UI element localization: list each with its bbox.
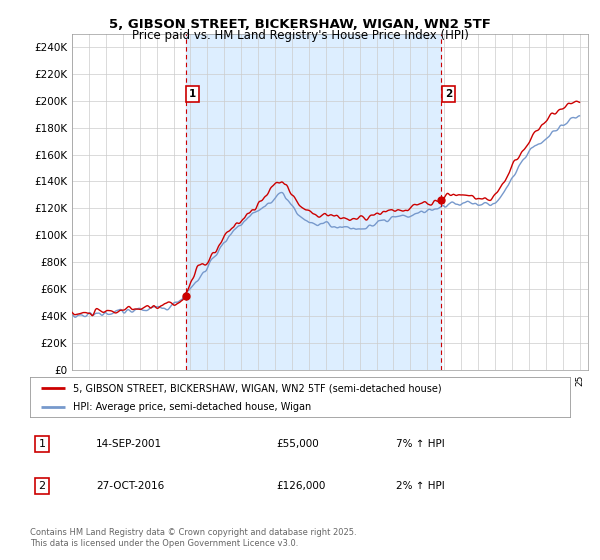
Text: £126,000: £126,000	[276, 481, 325, 491]
Text: 5, GIBSON STREET, BICKERSHAW, WIGAN, WN2 5TF: 5, GIBSON STREET, BICKERSHAW, WIGAN, WN2…	[109, 18, 491, 31]
Text: 5, GIBSON STREET, BICKERSHAW, WIGAN, WN2 5TF (semi-detached house): 5, GIBSON STREET, BICKERSHAW, WIGAN, WN2…	[73, 383, 442, 393]
Text: 1: 1	[189, 89, 196, 99]
Text: Contains HM Land Registry data © Crown copyright and database right 2025.
This d: Contains HM Land Registry data © Crown c…	[30, 528, 356, 548]
Text: 1: 1	[38, 439, 46, 449]
Text: 14-SEP-2001: 14-SEP-2001	[96, 439, 162, 449]
Text: HPI: Average price, semi-detached house, Wigan: HPI: Average price, semi-detached house,…	[73, 402, 311, 412]
Text: 7% ↑ HPI: 7% ↑ HPI	[396, 439, 445, 449]
Text: 2: 2	[38, 481, 46, 491]
Bar	[185, 34, 442, 370]
Text: 27-OCT-2016: 27-OCT-2016	[96, 481, 164, 491]
Text: £55,000: £55,000	[276, 439, 319, 449]
Text: Price paid vs. HM Land Registry's House Price Index (HPI): Price paid vs. HM Land Registry's House …	[131, 29, 469, 42]
Text: 2% ↑ HPI: 2% ↑ HPI	[396, 481, 445, 491]
Text: 2: 2	[445, 89, 452, 99]
